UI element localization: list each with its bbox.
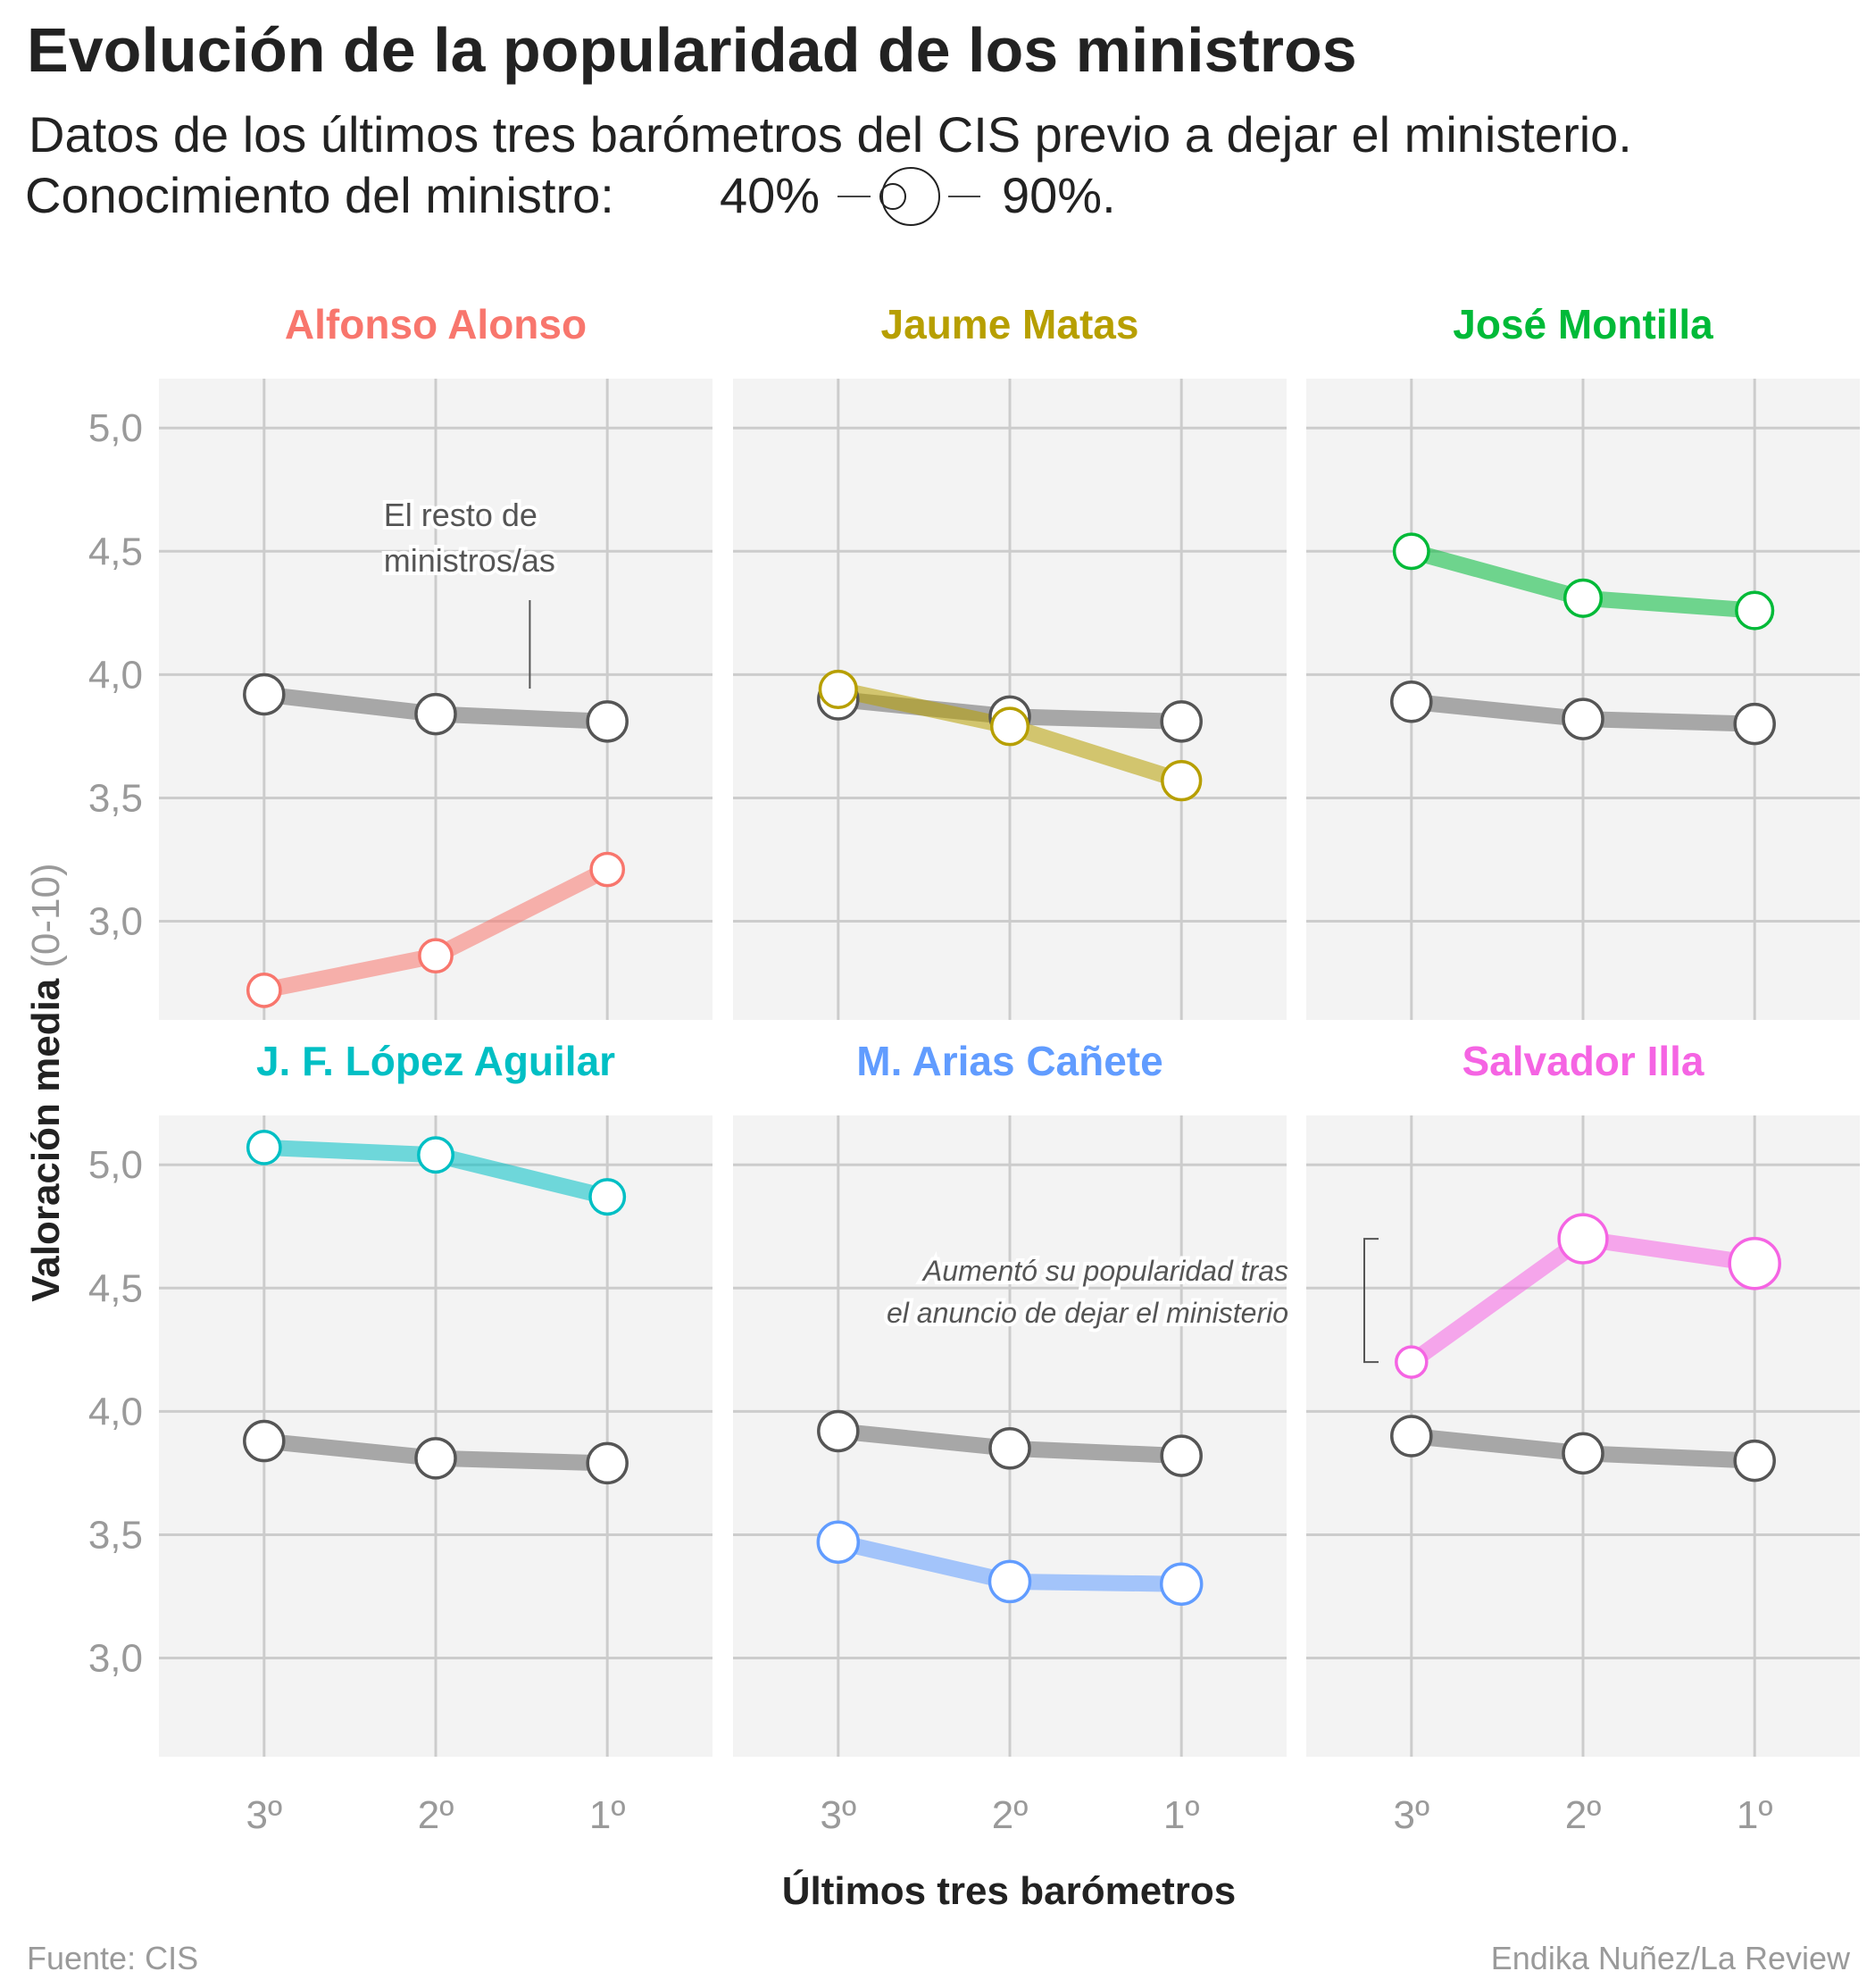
annotation-bracket: [1363, 1238, 1379, 1364]
panel-title: Jaume Matas: [881, 301, 1139, 347]
size-legend-small-circle: [879, 183, 906, 210]
point-rest: [988, 1427, 1031, 1470]
point-rest: [243, 672, 286, 716]
x-tick-label: 3º: [821, 1793, 857, 1837]
x-tick-label: 1º: [1737, 1793, 1773, 1837]
point-minister: [1728, 1236, 1781, 1291]
point-rest: [1390, 681, 1433, 723]
panel-title: M. Arias Cañete: [856, 1038, 1162, 1084]
point-minister: [818, 669, 858, 710]
x-tick-label: 1º: [1163, 1793, 1200, 1837]
annotation-text-line: Aumentó su popularidad tras: [921, 1255, 1288, 1287]
y-tick-label: 4,5: [88, 1266, 143, 1310]
size-legend: Conocimiento del ministro: 40% 90%.: [25, 167, 1116, 226]
x-tick-label: 2º: [1565, 1793, 1602, 1837]
panel-jose-montilla: José Montilla: [1306, 301, 1860, 1020]
size-legend-max-label: 90%.: [1002, 167, 1116, 223]
panel-title: Salvador Illa: [1462, 1038, 1704, 1084]
point-rest: [1562, 1432, 1604, 1475]
y-axis-title: Valoración media (0-10): [24, 863, 68, 1301]
x-tick-label: 1º: [589, 1793, 626, 1837]
point-minister: [1395, 1345, 1429, 1379]
point-minister: [589, 851, 626, 888]
point-minister: [1159, 1562, 1204, 1606]
annotation-text-line: El resto de: [384, 497, 538, 533]
chart-subtitle: Datos de los últimos tres barómetros del…: [29, 106, 1632, 163]
point-rest: [414, 692, 457, 736]
panel-j-f-lopez-aguilar: J. F. López Aguilar 5,0 4,5 4,0 3,5 3,0 3º 2º 1º: [88, 1038, 712, 1837]
y-tick-label: 3,0: [88, 1637, 143, 1681]
annotation-text-line: ministros/as: [384, 542, 555, 579]
y-axis-title-units: (0-10): [24, 863, 68, 967]
panel-title: J. F. López Aguilar: [256, 1038, 615, 1084]
x-tick-label: 2º: [992, 1793, 1029, 1837]
size-legend-large-circle: [881, 167, 940, 226]
point-rest: [1390, 1415, 1433, 1458]
y-tick-label: 3,5: [88, 1513, 143, 1557]
chart-title: Evolución de la popularidad de los minis…: [27, 15, 1357, 85]
point-minister: [417, 1136, 454, 1174]
point-minister: [246, 1130, 282, 1165]
point-minister: [816, 1520, 861, 1564]
x-axis-title: Últimos tres barómetros: [782, 1868, 1237, 1913]
point-minister: [1161, 759, 1203, 802]
size-legend-min-label: 40%: [720, 167, 820, 223]
credit-caption: Endika Nuñez/La Review: [1491, 1940, 1851, 1976]
facet-grid: Alfonso Alonso 5,0 4,5 4,0 3,5 3,0 El resto de…: [88, 301, 1860, 1837]
panel-title: Alfonso Alonso: [285, 301, 587, 347]
point-rest: [586, 700, 629, 743]
point-minister: [989, 706, 1030, 747]
y-tick-label: 4,0: [88, 653, 143, 697]
point-rest: [1733, 1439, 1776, 1483]
point-minister: [418, 938, 454, 974]
y-tick-label: 5,0: [88, 1143, 143, 1187]
panel-salvador-illa: Salvador Illa 3º 2º 1º Aumentó su popularida…: [883, 1038, 1860, 1837]
point-minister: [246, 973, 282, 1008]
point-rest: [414, 1437, 457, 1480]
point-rest: [1733, 702, 1776, 746]
y-axis-title-main: Valoración media: [24, 978, 68, 1301]
x-tick-label: 3º: [1394, 1793, 1430, 1837]
point-minister: [988, 1559, 1032, 1604]
point-minister: [1557, 1213, 1609, 1265]
point-rest: [586, 1441, 629, 1485]
size-legend-label: Conocimiento del ministro:: [25, 167, 614, 223]
y-tick-label: 4,5: [88, 530, 143, 573]
panel-alfonso-alonso: Alfonso Alonso 5,0 4,5 4,0 3,5 3,0 El resto de…: [88, 301, 712, 1020]
x-tick-label: 3º: [246, 1793, 283, 1837]
y-tick-label: 4,0: [88, 1390, 143, 1433]
point-rest: [1562, 697, 1604, 740]
panel-title: José Montilla: [1453, 301, 1713, 347]
y-tick-label: 3,5: [88, 776, 143, 820]
point-rest: [817, 1409, 860, 1453]
point-minister: [1562, 578, 1604, 618]
y-tick-label: 3,0: [88, 900, 143, 944]
point-rest: [1160, 1434, 1203, 1477]
y-tick-label: 5,0: [88, 406, 143, 450]
x-tick-label: 2º: [418, 1793, 454, 1837]
point-minister: [1735, 590, 1775, 631]
point-minister: [1392, 532, 1430, 571]
panel-jaume-matas: Jaume Matas: [733, 301, 1287, 1020]
panel-m-arias-canete: M. Arias Cañete 3º 2º 1º: [733, 1038, 1287, 1837]
source-caption: Fuente: CIS: [27, 1940, 198, 1976]
point-rest: [1160, 700, 1203, 743]
point-rest: [243, 1419, 286, 1463]
point-minister: [588, 1178, 627, 1216]
annotation-text-line: el anuncio de dejar el ministerio: [887, 1297, 1288, 1329]
